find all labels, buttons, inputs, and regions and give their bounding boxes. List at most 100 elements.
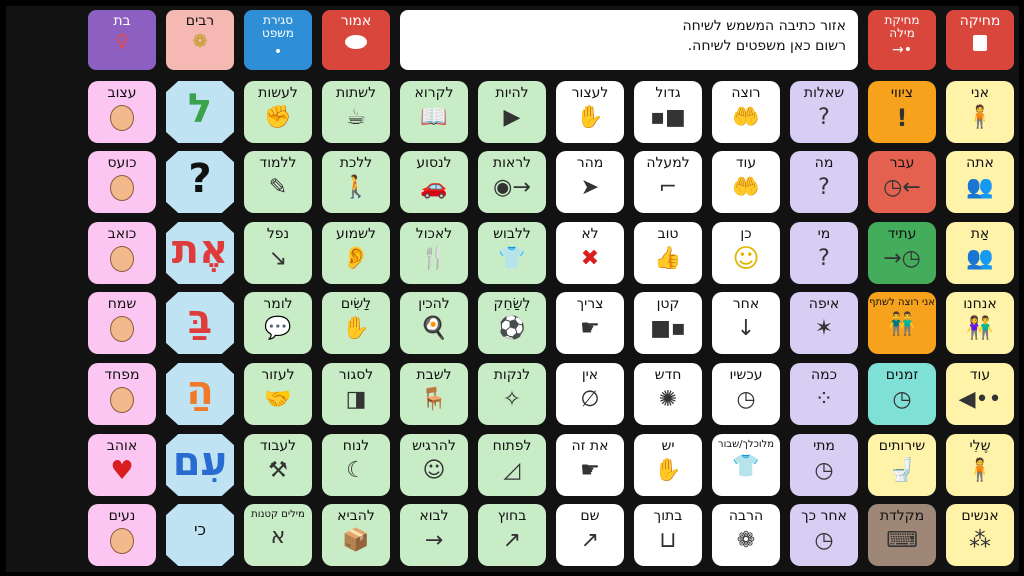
tile-c1-4[interactable]: עוד ◀•• [946, 363, 1014, 425]
tile-label: הרבה [728, 508, 764, 524]
tile-c4-4[interactable]: עכשיו ◷ [712, 363, 780, 425]
feminine-button[interactable]: בת ♀ [88, 10, 156, 70]
tile-c12-4[interactable]: מפחד [88, 363, 156, 425]
tile-c2-0[interactable]: ציווי! [868, 81, 936, 143]
have-icon: ✋ [654, 458, 682, 483]
tile-c10-4[interactable]: לעזור 🤝 [244, 363, 312, 425]
tile-c10-0[interactable]: לעשות ✊ [244, 81, 312, 143]
speak-button[interactable]: אמור [322, 10, 390, 70]
tile-c7-4[interactable]: לנקות ✧ [478, 363, 546, 425]
tile-c8-4[interactable]: לשבת 🪑 [400, 363, 468, 425]
tile-c10-5[interactable]: לעבוד ⚒ [244, 434, 312, 496]
tile-c11-4[interactable]: הַ [166, 363, 234, 425]
tile-c8-3[interactable]: להכין 🍳 [400, 292, 468, 354]
close-sentence-button[interactable]: סגירת משפט • [244, 10, 312, 70]
tile-c9-5[interactable]: לנוח ☾ [322, 434, 390, 496]
trash-icon [973, 35, 987, 51]
tile-c12-1[interactable]: כועס [88, 151, 156, 213]
tile-c5-4[interactable]: חדש ✺ [634, 363, 702, 425]
clock-later-icon: ◷ [814, 528, 834, 553]
tile-c5-2[interactable]: טוב 👍 [634, 222, 702, 284]
tile-c4-2[interactable]: כן ☺ [712, 222, 780, 284]
tile-c4-6[interactable]: הרבה ❁ [712, 504, 780, 566]
tile-label: אנשים [961, 508, 999, 524]
tile-c3-4[interactable]: כמה ⁘ [790, 363, 858, 425]
plural-button[interactable]: רבים ❁ [166, 10, 234, 70]
tile-c2-5[interactable]: שירותים 🚽 [868, 434, 936, 496]
tile-c10-3[interactable]: לומר 💬 [244, 292, 312, 354]
tile-c5-1[interactable]: למעלה ⌐ [634, 151, 702, 213]
tile-c2-1[interactable]: עבר ◷← [868, 151, 936, 213]
tile-c6-2[interactable]: לא ✖ [556, 222, 624, 284]
tile-c9-3[interactable]: לַשִׂים ✋ [322, 292, 390, 354]
tile-c6-3[interactable]: צריך ☛ [556, 292, 624, 354]
tile-c11-5[interactable]: עִם [166, 434, 234, 496]
tile-c4-0[interactable]: רוצה 🤲 [712, 81, 780, 143]
tile-c6-1[interactable]: מהר ➤ [556, 151, 624, 213]
tile-c1-6[interactable]: אנשים ⁂ [946, 504, 1014, 566]
tile-c8-5[interactable]: להרגיש ☺ [400, 434, 468, 496]
delete-word-button[interactable]: מחיקת מילה →• [868, 10, 936, 70]
tile-c12-0[interactable]: עצוב [88, 81, 156, 143]
tile-c5-0[interactable]: גדול ▪■ [634, 81, 702, 143]
tile-c7-2[interactable]: ללבוש 👕 [478, 222, 546, 284]
tile-c3-5[interactable]: מתי ◷ [790, 434, 858, 496]
tile-c8-0[interactable]: לקרוא 📖 [400, 81, 468, 143]
delete-button[interactable]: מחיקה [946, 10, 1014, 70]
tile-c5-6[interactable]: בתוך ⊔ [634, 504, 702, 566]
tile-c11-0[interactable]: ל [166, 81, 234, 143]
message-area[interactable]: אזור כתיבה המשמש לשיחה רשום כאן משפטים ל… [400, 10, 858, 70]
tile-c2-4[interactable]: זמנים ◷ [868, 363, 936, 425]
tile-c3-1[interactable]: מה? [790, 151, 858, 213]
tile-c7-3[interactable]: לְשַׂחֵק ⚽ [478, 292, 546, 354]
tile-c12-5[interactable]: אוהב ♥ [88, 434, 156, 496]
tile-c7-1[interactable]: לראות ◉→ [478, 151, 546, 213]
tile-c11-2[interactable]: אֶת [166, 222, 234, 284]
tile-c7-6[interactable]: בחוץ ↗ [478, 504, 546, 566]
tile-c5-5[interactable]: יש ✋ [634, 434, 702, 496]
tile-c12-3[interactable]: שמח [88, 292, 156, 354]
need-icon: ☛ [580, 316, 600, 341]
tile-c1-5[interactable]: שֶלִי 🧍 [946, 434, 1014, 496]
tile-c4-3[interactable]: אחר ↓ [712, 292, 780, 354]
tile-c6-0[interactable]: לעצור ✋ [556, 81, 624, 143]
tile-c9-6[interactable]: להביא 📦 [322, 504, 390, 566]
tile-c7-5[interactable]: לפתוח ◿ [478, 434, 546, 496]
tile-c8-2[interactable]: לאכול 🍴 [400, 222, 468, 284]
tile-c7-0[interactable]: להיות ▶ [478, 81, 546, 143]
tile-c8-6[interactable]: לבוא → [400, 504, 468, 566]
tile-c3-0[interactable]: שאלות? [790, 81, 858, 143]
tile-c9-4[interactable]: לסגור ◨ [322, 363, 390, 425]
tile-c6-4[interactable]: אין ∅ [556, 363, 624, 425]
tile-c10-1[interactable]: ללמוד ✎ [244, 151, 312, 213]
tile-c3-6[interactable]: אחר כך ◷ [790, 504, 858, 566]
tile-c10-2[interactable]: נפל ↘ [244, 222, 312, 284]
tile-c4-1[interactable]: עוד 🤲 [712, 151, 780, 213]
tile-c11-3[interactable]: בַּ [166, 292, 234, 354]
tile-c2-3[interactable]: אני רוצה לשתף 👬 [868, 292, 936, 354]
tile-c1-0[interactable]: אני 🧍 [946, 81, 1014, 143]
tile-c9-0[interactable]: לשתות ☕ [322, 81, 390, 143]
tile-c6-5[interactable]: את זה ☛ [556, 434, 624, 496]
tile-c4-5[interactable]: מלוכלך/שבור 👕 [712, 434, 780, 496]
tile-c2-6[interactable]: מקלדת ⌨ [868, 504, 936, 566]
tile-c10-6[interactable]: מילים קטנות א [244, 504, 312, 566]
tile-c12-2[interactable]: כואב [88, 222, 156, 284]
tile-c12-6[interactable]: נעים [88, 504, 156, 566]
tile-c11-6[interactable]: כי [166, 504, 234, 566]
tile-label: מילים קטנות [251, 509, 305, 520]
tile-c9-1[interactable]: ללכת 🚶 [322, 151, 390, 213]
tile-c1-1[interactable]: אתה 👥 [946, 151, 1014, 213]
tile-c1-2[interactable]: אַת 👥 [946, 222, 1014, 284]
tile-c8-1[interactable]: לנסוע 🚗 [400, 151, 468, 213]
tile-c9-2[interactable]: לשמוע 👂 [322, 222, 390, 284]
tile-c1-3[interactable]: אנחנו 👫 [946, 292, 1014, 354]
tile-c3-3[interactable]: איפה ✶ [790, 292, 858, 354]
tile-c5-3[interactable]: קטן ■▪ [634, 292, 702, 354]
tile-c6-6[interactable]: שם ↗ [556, 504, 624, 566]
tile-c11-1[interactable]: ? [166, 151, 234, 213]
tile-c2-2[interactable]: עתיד →◷ [868, 222, 936, 284]
tile-label: אחר [732, 296, 760, 312]
tile-c3-2[interactable]: מי? [790, 222, 858, 284]
pleasant-face-icon [110, 528, 134, 554]
